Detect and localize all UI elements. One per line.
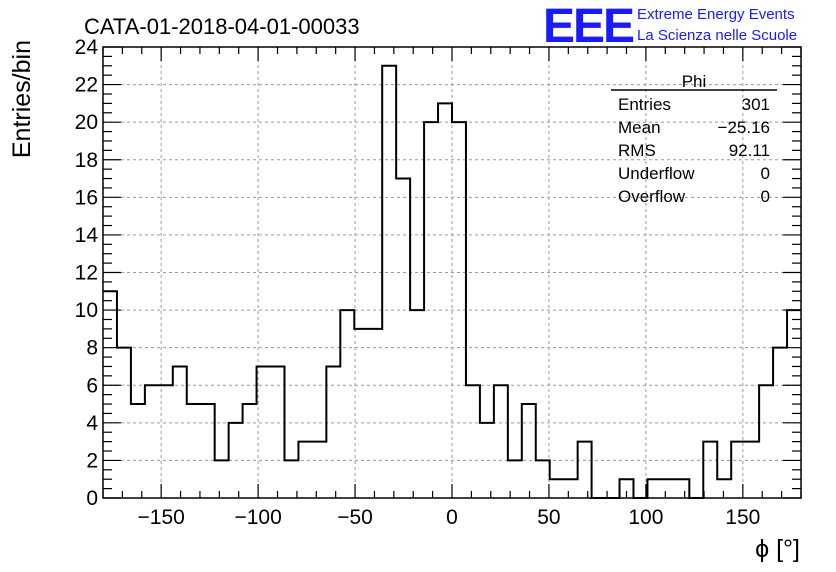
histogram-bin: [717, 479, 731, 498]
y-tick-label: 24: [75, 36, 99, 59]
x-tick-label: 150: [725, 506, 760, 529]
histogram-bin: [703, 442, 717, 498]
histogram-bin: [424, 122, 438, 498]
x-tick-label: 50: [537, 506, 560, 529]
stats-row-label: Overflow: [618, 187, 686, 206]
stats-row-label: Entries: [618, 95, 671, 114]
y-tick-label: 8: [86, 337, 98, 360]
histogram-bin: [396, 179, 410, 498]
stats-row-value: 0: [761, 164, 770, 183]
histogram-bin: [159, 385, 173, 498]
y-tick-label: 0: [86, 487, 98, 510]
x-tick-label: 100: [628, 506, 663, 529]
grid-lines: [103, 47, 801, 498]
chart-title: CATA-01-2018-04-01-00033: [84, 14, 360, 39]
histogram-bin: [480, 423, 494, 498]
histogram-bin: [522, 404, 536, 498]
logo-line-1: Extreme Energy Events: [637, 6, 795, 23]
y-tick-label: 20: [75, 111, 98, 134]
y-tick-label: 4: [86, 412, 98, 435]
stats-row-value: 301: [742, 95, 770, 114]
logo-mark: EEE: [543, 0, 634, 53]
histogram-bin: [647, 479, 661, 498]
histogram-bin: [759, 385, 773, 498]
stats-rows: Entries 301 Mean −25.16 RMS 92.11 Underflow 0 Ov…: [618, 95, 770, 206]
histogram-bin: [578, 442, 592, 498]
histogram-bin: [661, 479, 675, 498]
histogram-bin: [410, 310, 424, 498]
x-tick-label: −150: [138, 506, 185, 529]
x-tick-label: −50: [337, 506, 373, 529]
histogram-bin: [298, 442, 312, 498]
histogram-bin: [550, 479, 564, 498]
histogram-outline: [103, 64, 801, 499]
histogram-bin: [173, 366, 187, 498]
histogram-bin: [452, 122, 466, 498]
axis-ticks: [102, 46, 802, 499]
histogram-bin: [382, 66, 396, 498]
histogram-bin: [675, 479, 689, 498]
y-tick-label: 6: [86, 374, 98, 397]
histogram-bin: [326, 366, 340, 498]
y-tick-label: 10: [75, 299, 98, 322]
y-axis-title: Entries/bin: [8, 40, 36, 158]
histogram-bin: [354, 329, 368, 498]
histogram-bin: [271, 366, 285, 498]
logo-line-2: La Scienza nelle Scuole: [637, 27, 797, 44]
histogram-bin: [257, 366, 271, 498]
histogram-bin: [215, 460, 229, 498]
stats-box: Phi Entries 301 Mean −25.16 RMS 92.11 Underflo…: [611, 72, 777, 206]
histogram-bin: [131, 404, 145, 498]
histogram-bin: [466, 385, 480, 498]
eee-logo: EEE Extreme Energy Events La Scienza nel…: [543, 0, 797, 53]
x-axis-title: ϕ [°]: [755, 535, 800, 563]
x-tick-label: −100: [234, 506, 281, 529]
histogram-bin: [340, 310, 354, 498]
y-tick-label: 14: [75, 224, 99, 247]
histogram-bins: [103, 66, 801, 498]
histogram-bin: [243, 404, 257, 498]
x-tick-label: 0: [446, 506, 458, 529]
histogram-bin: [494, 385, 508, 498]
stats-row-value: 0: [761, 187, 770, 206]
stats-row-label: RMS: [618, 141, 656, 160]
histogram-bin: [536, 460, 550, 498]
histogram-bin: [201, 404, 215, 498]
stats-row-value: 92.11: [729, 141, 770, 160]
histogram-bin: [368, 329, 382, 498]
histogram-bin: [564, 479, 578, 498]
y-tick-label: 18: [75, 149, 98, 172]
histogram-bin: [187, 404, 201, 498]
stats-row-value: −25.16: [718, 118, 770, 137]
x-tick-labels: −150 −100 −50 0 50 100 150: [138, 506, 761, 529]
histogram-bin: [145, 385, 159, 498]
y-tick-label: 16: [75, 186, 98, 209]
histogram-bin: [438, 103, 452, 498]
y-tick-label: 22: [75, 74, 98, 97]
y-tick-label: 2: [86, 449, 98, 472]
stats-title: Phi: [682, 72, 707, 91]
histogram-bin: [229, 423, 243, 498]
histogram-bin: [745, 442, 759, 498]
stats-row-label: Mean: [618, 118, 661, 137]
y-tick-label: 12: [75, 262, 98, 285]
stats-row-label: Underflow: [618, 164, 695, 183]
histogram-bin: [312, 442, 326, 498]
